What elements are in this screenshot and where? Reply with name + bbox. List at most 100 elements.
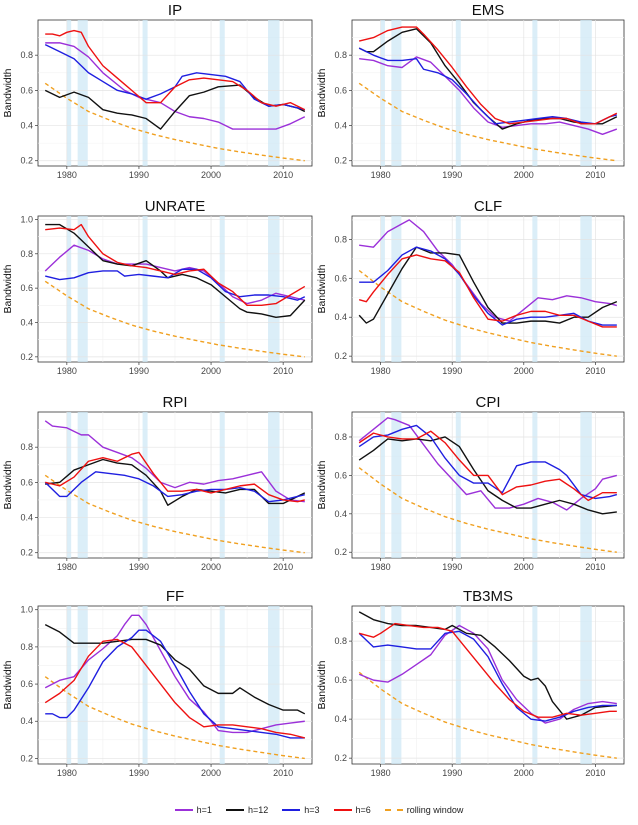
recession-band [380,606,385,764]
series-line-h-1 [44,420,305,503]
x-tick-label: 2000 [514,562,534,572]
recession-band [142,412,148,558]
recession-band [66,20,72,166]
x-tick-label: 1980 [57,768,77,778]
x-tick-label: 2010 [273,562,293,572]
series-line-h-6 [358,622,617,718]
y-tick-label: 0.8 [20,642,33,652]
x-tick-label: 1990 [129,366,149,376]
series-line-h-12 [358,611,617,720]
x-tick-label: 1980 [371,170,391,180]
x-tick-label: 2010 [585,768,605,778]
panel-title-ems: EMS [472,2,505,19]
legend-item-rolling-window: rolling window [384,805,463,815]
y-tick-label: 0.2 [20,753,33,763]
series-line-rolling-window [358,671,617,759]
series-group [44,223,306,358]
y-tick-label: 0.2 [334,156,347,166]
x-tick-label: 1980 [57,366,77,376]
series-line-h-3 [358,630,617,722]
series-line-h-3 [45,268,306,301]
x-tick-label: 2000 [201,366,221,376]
series-line-h-1 [358,417,618,511]
y-tick-label: 0.6 [20,283,33,293]
x-tick-label: 2000 [514,366,534,376]
x-tick-label: 2000 [514,170,534,180]
recession-band [580,412,592,558]
series-line-h-12 [358,436,617,515]
y-tick-label: 0.2 [20,156,33,166]
y-tick-label: 0.4 [20,513,33,523]
recession-band [455,216,461,362]
y-tick-label: 0.6 [20,679,33,689]
recession-band [66,412,72,558]
series-line-h-3 [45,629,305,739]
x-tick-label: 1980 [371,768,391,778]
series-group [358,611,617,759]
x-tick-label: 2010 [585,562,605,572]
panel-title-rpi: RPI [162,394,187,411]
y-axis-label: Bandwidth [2,460,14,509]
recession-band [391,412,402,558]
panel-tb3ms: 1980 1990 2000 2010 0.2 0.4 0.6 0.8 TB3MS Bandwid… [316,588,625,778]
y-tick-label: 0.4 [334,714,347,724]
x-tick-label: 1980 [57,562,77,572]
legend-label-h1: h=1 [196,805,212,815]
recession-band [77,412,88,558]
panel-unrate: 1980 1990 2000 2010 0.2 0.4 0.6 0.8 1.0 UNRATE Ban… [2,198,313,376]
x-tick-label: 1990 [129,170,149,180]
legend-item-h12: h=12 [225,805,269,815]
panel-ff: 1980 1990 2000 2010 0.2 0.4 0.6 0.8 1.0 FF Bandwid… [2,588,313,778]
legend-item-h6: h=6 [333,805,371,815]
series-line-h-12 [358,246,618,324]
recession-band [532,412,538,558]
recession-band [391,20,402,166]
x-tick-label: 1990 [129,768,149,778]
series-line-rolling-window [358,467,617,553]
x-tick-label: 1990 [442,170,462,180]
y-axis-label: Bandwidth [2,264,14,313]
recession-band [268,606,280,764]
legend-label-h12: h=12 [247,805,269,815]
x-tick-label: 2010 [273,366,293,376]
y-axis-label: Bandwidth [316,460,328,509]
x-tick-label: 2010 [273,768,293,778]
y-axis-label: Bandwidth [316,660,328,709]
recession-band [532,216,538,362]
legend: h=1 h=12 h=3 h=6 rolling window [0,802,638,818]
series-line-h-1 [44,244,305,305]
legend-swatch-h1 [174,809,193,811]
recession-band [580,216,592,362]
y-tick-label: 0.6 [20,477,33,487]
x-tick-label: 1980 [57,170,77,180]
panel-rpi: 1980 1990 2000 2010 0.2 0.4 0.6 0.8 RPI Bandwidth [2,394,313,572]
y-tick-label: 0.4 [20,716,33,726]
y-tick-label: 0.8 [20,50,33,60]
recession-band [532,20,538,166]
series-line-rolling-window [44,474,305,554]
recession-band [391,216,402,362]
y-tick-label: 0.8 [334,636,347,646]
series-line-h-3 [44,471,305,503]
recession-band [268,412,280,558]
legend-swatch-h3 [282,809,301,811]
y-tick-label: 0.4 [334,509,347,519]
x-tick-label: 2010 [585,170,605,180]
series-line-rolling-window [44,676,305,760]
legend-label-h6: h=6 [355,805,371,815]
y-axis-label: Bandwidth [2,68,14,117]
panel-title-ff: FF [166,588,184,605]
recession-band [142,216,148,362]
y-tick-label: 1.0 [20,214,33,224]
y-axis-label: Bandwidth [316,264,328,313]
legend-item-h3: h=3 [282,805,320,815]
y-tick-label: 0.4 [20,121,33,131]
recession-band [77,20,88,166]
series-line-h-6 [45,29,306,111]
series-line-h-1 [359,219,618,322]
x-tick-label: 2000 [201,562,221,572]
legend-swatch-h12 [225,809,244,811]
recession-band [380,20,385,166]
recession-band [532,606,538,764]
